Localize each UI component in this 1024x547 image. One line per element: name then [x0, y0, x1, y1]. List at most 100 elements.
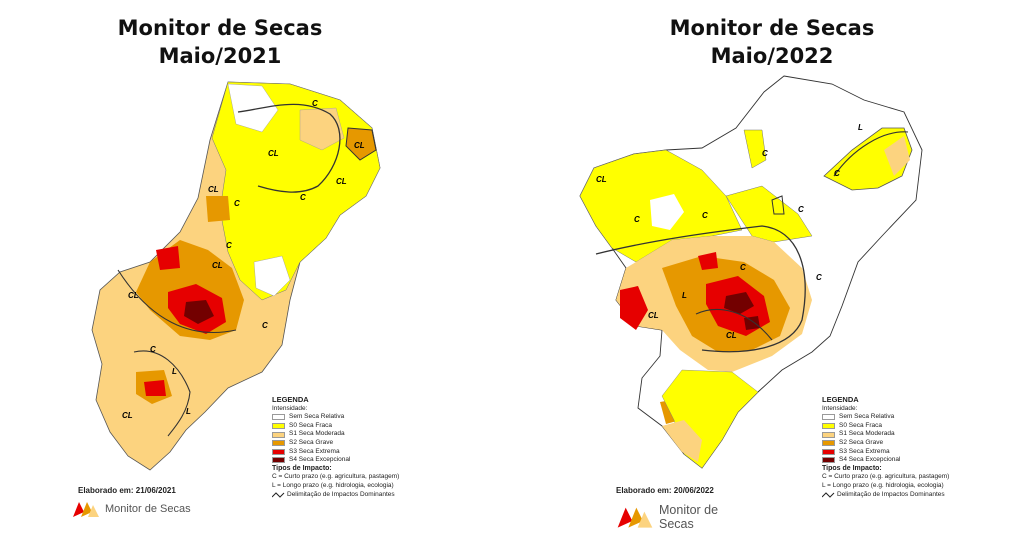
legend-label: S1 Seca Moderada — [839, 430, 895, 438]
legend-swatch — [822, 457, 835, 464]
impact-boundary-2 — [117, 269, 237, 334]
map-label: C — [702, 211, 708, 220]
impact-boundary — [237, 103, 341, 193]
map-label: L — [858, 123, 863, 132]
map-label: L — [172, 367, 177, 376]
legend: LEGENDA Intensidade: Sem Seca Relativa S… — [822, 395, 982, 500]
region-s1-northeast — [884, 136, 910, 176]
boundary-line-icon — [822, 492, 835, 498]
elaborado-date: Elaborado em: 21/06/2021 — [78, 486, 176, 495]
legend-label: S1 Seca Moderada — [289, 430, 345, 438]
brand-name: Monitor de Secas — [105, 502, 191, 515]
legend-label: S3 Seca Extrema — [839, 447, 890, 455]
drought-map-2022: CL C C C L C C C C L CL CL — [579, 75, 923, 469]
region-none-east — [299, 107, 345, 151]
legend: LEGENDA Intensidade: Sem Seca Relativa S… — [272, 395, 432, 499]
map-label: C — [740, 263, 746, 272]
map-label: C — [634, 215, 640, 224]
legend-label: Sem Seca Relativa — [289, 413, 345, 421]
monitor-de-secas-logo-icon — [617, 507, 653, 528]
legend-item: Sem Seca Relativa — [822, 413, 982, 422]
map-panel-2021: Monitor de Secas Maio/2021 C CL CL C C C… — [0, 14, 450, 517]
region-s4 — [184, 300, 214, 324]
map-label: C — [762, 149, 768, 158]
legend-item: S4 Seca Excepcional — [272, 456, 432, 465]
map-label: C — [262, 321, 268, 330]
legend-swatch — [272, 440, 285, 447]
legend-item: S2 Seca Grave — [822, 439, 982, 448]
region-s0-north — [743, 129, 767, 169]
legend-swatch — [272, 448, 285, 455]
brand-logo: Monitor de Secas — [616, 503, 719, 531]
map-label: CL — [268, 149, 279, 158]
legend-label: S0 Seca Fraca — [839, 421, 882, 429]
legend-impact-l: L = Longo prazo (e.g. hidrologia, ecolog… — [272, 481, 394, 489]
map-label: C — [816, 273, 822, 282]
legend-intensity-label: Intensidade: — [272, 404, 308, 412]
region-none-north — [227, 83, 279, 133]
legend-item: S1 Seca Moderada — [272, 430, 432, 439]
map-label: CL — [726, 331, 737, 340]
legend-swatch — [822, 440, 835, 447]
map-label: CL — [354, 141, 365, 150]
legend-item: S4 Seca Excepcional — [822, 456, 982, 465]
legend-impact-c: C = Curto prazo (e.g. agricultura, pasta… — [822, 473, 950, 481]
map-label: L — [186, 407, 191, 416]
boundary-line-icon — [272, 492, 285, 498]
legend-title: LEGENDA — [272, 395, 309, 404]
drought-map-2021: C CL CL C C C CL CL C C L L CL CL CL — [91, 81, 381, 471]
impact-boundary-2 — [695, 308, 773, 341]
legend-label: S4 Seca Excepcional — [289, 456, 351, 464]
legend-item: Sem Seca Relativa — [272, 413, 432, 422]
region-s0-south — [661, 369, 759, 469]
brand-name: Monitor de Secas — [659, 503, 719, 531]
legend-impact-c: C = Curto prazo (e.g. agricultura, pasta… — [272, 473, 400, 481]
elaborado-date: Elaborado em: 20/06/2022 — [616, 486, 714, 495]
impact-boundary-4 — [771, 195, 785, 215]
impact-boundary-4 — [345, 127, 377, 161]
impact-boundary — [595, 225, 806, 353]
region-s1-south — [662, 420, 702, 462]
map-label: CL — [122, 411, 133, 420]
legend-label: S2 Seca Grave — [839, 438, 884, 446]
legend-label: S4 Seca Excepcional — [839, 456, 901, 464]
legend-swatch — [822, 448, 835, 455]
legend-label: S0 Seca Fraca — [289, 421, 332, 429]
map-title: Monitor de Secas Maio/2021 — [0, 14, 450, 70]
legend-swatch — [272, 457, 285, 464]
region-s3-south — [144, 380, 166, 396]
title-line-1: Monitor de Secas — [669, 16, 875, 40]
legend-swatch — [272, 431, 285, 438]
map-label: L — [682, 291, 687, 300]
legend-impact-l: L = Longo prazo (e.g. hidrologia, ecolog… — [822, 481, 944, 489]
map-label: CL — [336, 177, 347, 186]
region-s0-northeast — [823, 127, 913, 191]
map-label: CL — [596, 175, 607, 184]
map-label: CL — [128, 291, 139, 300]
region-s2-north — [206, 196, 230, 222]
legend-label: Sem Seca Relativa — [839, 413, 895, 421]
legend-label: S3 Seca Extrema — [289, 447, 340, 455]
legend-impact-title: Tipos de Impacto: — [822, 464, 882, 472]
map-label: CL — [208, 185, 219, 194]
map-label: C — [834, 169, 840, 178]
legend-label: Delimitação de Impactos Dominantes — [287, 490, 395, 498]
region-none-west-hole — [650, 194, 684, 230]
region-s3-north — [698, 252, 718, 270]
region-s3-west — [156, 246, 180, 270]
legend-impact-title: Tipos de Impacto: — [272, 464, 332, 472]
legend-intensity-label: Intensidade: — [822, 404, 858, 412]
legend-swatch — [822, 414, 835, 421]
legend-item: S2 Seca Grave — [272, 439, 432, 448]
legend-item: S1 Seca Moderada — [822, 430, 982, 439]
legend-item: S0 Seca Fraca — [822, 422, 982, 431]
legend-item: Delimitação de Impactos Dominantes — [822, 491, 982, 500]
region-s3-west — [620, 286, 648, 330]
legend-title: LEGENDA — [822, 395, 859, 404]
map-label: C — [234, 199, 240, 208]
map-label: CL — [212, 261, 223, 270]
title-line-2: Maio/2022 — [710, 44, 834, 68]
legend-item: S3 Seca Extrema — [272, 448, 432, 457]
title-line-1: Monitor de Secas — [117, 16, 323, 40]
legend-item: S3 Seca Extrema — [822, 448, 982, 457]
